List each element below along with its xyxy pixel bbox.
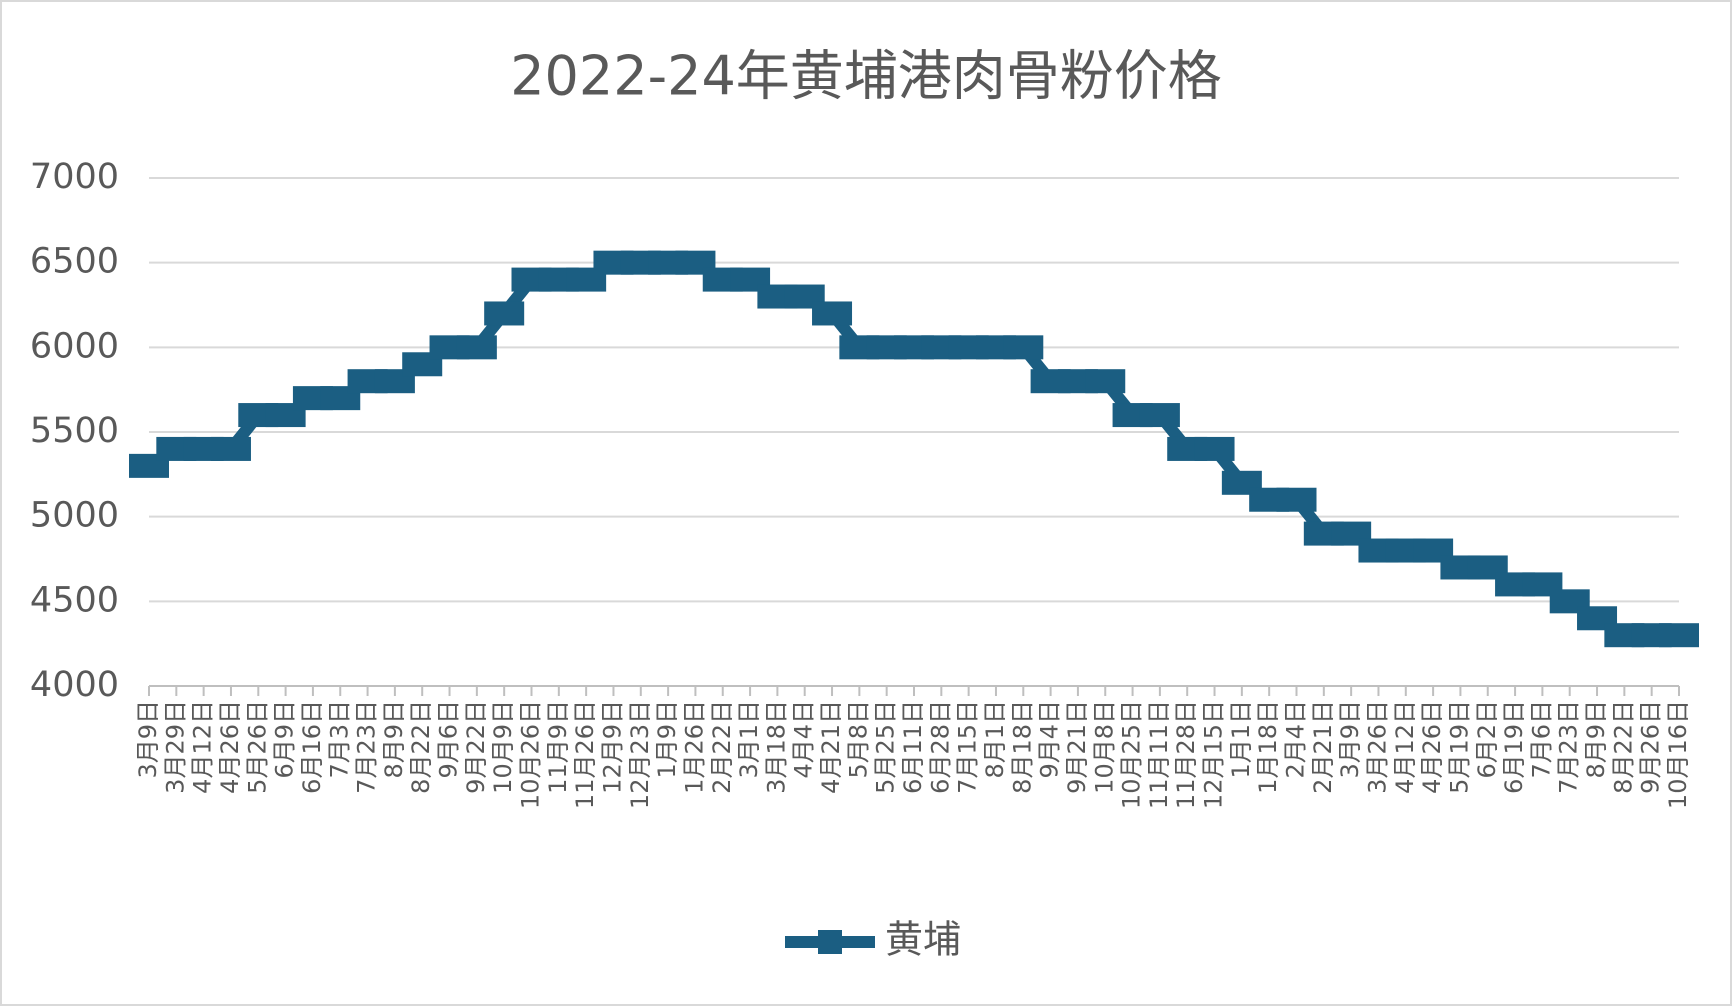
marker — [1003, 335, 1044, 360]
x-tick-label: 6月11日 — [899, 700, 927, 794]
x-tick-label: 5月19日 — [1445, 700, 1473, 794]
x-tick-label: 9月26日 — [1637, 700, 1665, 794]
x-tick-label: 12月9日 — [598, 700, 626, 794]
x-tick-label: 12月23日 — [626, 700, 654, 809]
x-tick-label: 7月23日 — [353, 700, 381, 794]
marker — [1276, 487, 1317, 512]
y-tick-label: 4000 — [30, 665, 119, 705]
x-tick-label: 10月9日 — [489, 700, 517, 794]
marker — [484, 301, 525, 326]
x-tick-label: 10月8日 — [1090, 700, 1118, 794]
x-tick-label: 3月1日 — [735, 700, 763, 779]
x-tick-label: 3月29日 — [161, 700, 189, 794]
x-tick-label: 4月12日 — [1391, 700, 1419, 794]
x-tick-label: 4月26日 — [216, 700, 244, 794]
x-tick-label: 9月4日 — [1036, 700, 1064, 779]
x-tick-label: 9月6日 — [435, 700, 463, 779]
x-tick-label: 5月25日 — [872, 700, 900, 794]
marker — [1139, 403, 1180, 428]
x-tick-label: 8月22日 — [1609, 700, 1637, 794]
x-tick-label: 3月18日 — [762, 700, 790, 794]
x-tick-label: 4月4日 — [790, 700, 818, 779]
x-tick-label: 11月9日 — [544, 700, 572, 794]
x-tick-label: 4月12日 — [189, 700, 217, 794]
x-tick-label: 8月18日 — [1008, 700, 1036, 794]
x-tick-label: 6月28日 — [926, 700, 954, 794]
x-tick-label: 10月26日 — [517, 700, 545, 809]
marker — [456, 335, 497, 360]
x-tick-label: 10月25日 — [1118, 700, 1146, 809]
x-tick-label: 10月16日 — [1664, 700, 1692, 809]
x-tick-label: 1月18日 — [1254, 700, 1282, 794]
x-tick-label: 7月15日 — [954, 700, 982, 794]
marker — [210, 436, 251, 461]
x-tick-label: 4月21日 — [817, 700, 845, 794]
x-tick-label: 11月11日 — [1145, 700, 1173, 809]
x-tick-label: 1月26日 — [680, 700, 708, 794]
marker — [1085, 369, 1126, 394]
x-tick-label: 7月6日 — [1527, 700, 1555, 779]
marker — [1659, 623, 1699, 648]
x-tick-label: 6月9日 — [271, 700, 299, 779]
marker — [1194, 436, 1235, 461]
y-tick-label: 6500 — [30, 242, 119, 282]
x-tick-label: 2月21日 — [1309, 700, 1337, 794]
x-tick-label: 9月21日 — [1063, 700, 1091, 794]
legend-label: 黄埔 — [885, 918, 961, 962]
x-tick-label: 2月22日 — [708, 700, 736, 794]
y-tick-label: 6000 — [30, 326, 119, 366]
x-tick-label: 7月23日 — [1555, 700, 1583, 794]
x-tick-label: 1月9日 — [653, 700, 681, 779]
x-tick-label: 3月9日 — [134, 700, 162, 779]
y-tick-label: 5500 — [30, 411, 119, 451]
x-tick-label: 2月4日 — [1282, 700, 1310, 779]
y-tick-label: 4500 — [30, 580, 119, 620]
y-tick-label: 5000 — [30, 496, 119, 536]
x-tick-label: 9月22日 — [462, 700, 490, 794]
x-tick-label: 7月3日 — [325, 700, 353, 779]
legend-marker — [818, 930, 842, 954]
marker — [812, 301, 853, 326]
x-tick-label: 3月26日 — [1363, 700, 1391, 794]
x-tick-label: 1月1日 — [1227, 700, 1255, 779]
x-tick-label: 8月22日 — [407, 700, 435, 794]
x-tick-label: 6月16日 — [298, 700, 326, 794]
x-tick-label: 8月1日 — [981, 700, 1009, 779]
x-tick-label: 8月9日 — [1582, 700, 1610, 779]
x-tick-label: 6月2日 — [1473, 700, 1501, 779]
x-tick-label: 5月8日 — [844, 700, 872, 779]
x-tick-label: 6月19日 — [1500, 700, 1528, 794]
x-tick-label: 3月9日 — [1336, 700, 1364, 779]
x-tick-label: 11月26日 — [571, 700, 599, 809]
x-tick-label: 8月9日 — [380, 700, 408, 779]
y-tick-label: 7000 — [30, 157, 119, 197]
x-tick-label: 4月26日 — [1418, 700, 1446, 794]
chart-title: 2022-24年黄埔港肉骨粉价格 — [510, 45, 1222, 108]
x-tick-label: 11月28日 — [1172, 700, 1200, 809]
x-tick-label: 5月26日 — [243, 700, 271, 794]
x-tick-label: 12月15日 — [1200, 700, 1228, 809]
